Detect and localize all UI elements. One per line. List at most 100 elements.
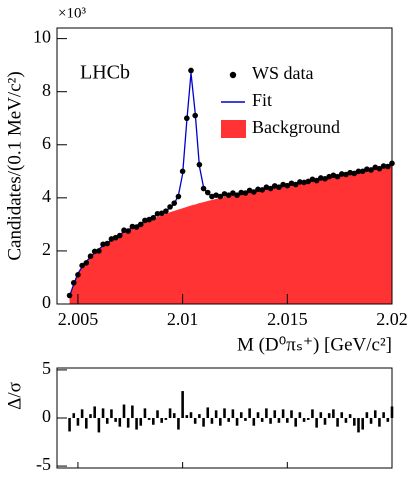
pull-bar: [227, 418, 230, 422]
data-point: [150, 214, 157, 221]
y-tick-label: 4: [42, 186, 51, 206]
data-point: [79, 262, 85, 269]
pull-bar: [189, 412, 193, 418]
data-point: [318, 175, 324, 181]
data-point: [255, 186, 261, 193]
legend-label: Background: [252, 117, 340, 137]
pull-bar: [126, 418, 130, 428]
pull-bar: [340, 412, 344, 418]
pull-bar: [122, 404, 126, 418]
pull-bar: [277, 418, 281, 423]
data-point: [234, 192, 240, 198]
pull-bar: [223, 408, 226, 418]
pull-bar: [378, 418, 381, 427]
pull-bar: [101, 408, 105, 418]
pull-bar: [290, 410, 293, 418]
data-point: [385, 163, 391, 170]
data-point: [204, 189, 211, 196]
pull-bar: [214, 410, 218, 418]
data-point: [87, 253, 94, 260]
pull-bar: [231, 409, 235, 418]
pull-y-tick-label: 5: [42, 358, 51, 378]
data-point: [142, 217, 148, 224]
pull-bar: [172, 413, 176, 418]
data-point: [359, 168, 366, 175]
pull-bar: [164, 418, 168, 420]
pull-y-tick-label: 0: [42, 406, 51, 426]
data-point: [83, 260, 90, 266]
y-axis-label: Candidates/(0.1 MeV/c²): [4, 71, 25, 260]
y-tick-label: 0: [42, 292, 51, 312]
pull-bar: [160, 418, 163, 423]
pull-bar: [152, 418, 155, 425]
data-point: [175, 193, 182, 200]
pull-bar: [269, 418, 272, 424]
pull-bar: [139, 418, 143, 426]
pull-bar: [76, 418, 80, 426]
data-point: [267, 185, 274, 192]
pull-bar: [147, 418, 151, 420]
y-tick-label: 2: [42, 239, 51, 259]
pull-bar: [256, 412, 260, 418]
data-point: [200, 185, 207, 192]
data-point: [280, 181, 286, 188]
x-tick-label: 2.02: [376, 309, 408, 329]
y-tick-label: 8: [42, 80, 51, 100]
data-point: [75, 272, 81, 278]
data-point: [96, 248, 102, 254]
data-point: [313, 177, 320, 184]
pull-bar: [365, 412, 369, 418]
pull-bar: [177, 418, 180, 430]
pull-bar: [168, 408, 172, 418]
pull-bar: [265, 408, 268, 418]
plot-frame: [56, 27, 393, 305]
data-point: [364, 166, 370, 172]
data-point: [230, 190, 236, 196]
pull-bar: [302, 418, 306, 422]
pull-bar: [210, 418, 214, 424]
data-point: [167, 204, 173, 210]
pull-bar: [80, 409, 84, 418]
pull-bar: [286, 418, 289, 423]
pull-bar: [332, 409, 335, 418]
pull-bar: [193, 418, 197, 424]
pull-bar: [105, 418, 109, 424]
pull-bar: [202, 418, 205, 427]
pull-bar: [219, 418, 222, 426]
data-point: [301, 179, 307, 186]
pull-bar: [260, 418, 264, 422]
data-point: [238, 189, 245, 196]
data-point: [91, 248, 98, 255]
data-point: [276, 184, 282, 191]
brand-label: LHCb: [80, 62, 130, 84]
data-point: [188, 67, 194, 74]
data-point: [100, 241, 106, 248]
data-point: [192, 112, 198, 119]
data-point: [343, 171, 349, 178]
legend-marker: [229, 71, 237, 79]
pull-bar: [294, 418, 297, 427]
data-point: [251, 189, 257, 195]
pull-bar: [315, 418, 318, 428]
pull-bar: [273, 410, 277, 418]
pull-bar: [390, 406, 394, 418]
x-tick-label: 2.01: [167, 309, 199, 329]
pull-bar: [353, 418, 356, 426]
pull-bar: [382, 412, 385, 418]
y-tick-label: 6: [42, 133, 51, 153]
pull-bar: [357, 418, 360, 433]
pull-bar: [118, 418, 122, 427]
data-point: [70, 279, 77, 286]
data-point: [133, 224, 140, 230]
pull-bar: [319, 412, 323, 418]
pull-bar: [369, 418, 373, 424]
data-point: [154, 210, 161, 217]
pull-bar: [336, 418, 339, 427]
pull-bar: [89, 414, 92, 418]
pull-bar: [156, 410, 159, 418]
data-point: [338, 171, 345, 177]
x-axis-label: M (D⁰πₛ⁺) [GeV/c²]: [237, 334, 392, 355]
pull-bar: [97, 418, 101, 433]
pull-bar: [348, 414, 352, 418]
data-point: [297, 179, 303, 185]
